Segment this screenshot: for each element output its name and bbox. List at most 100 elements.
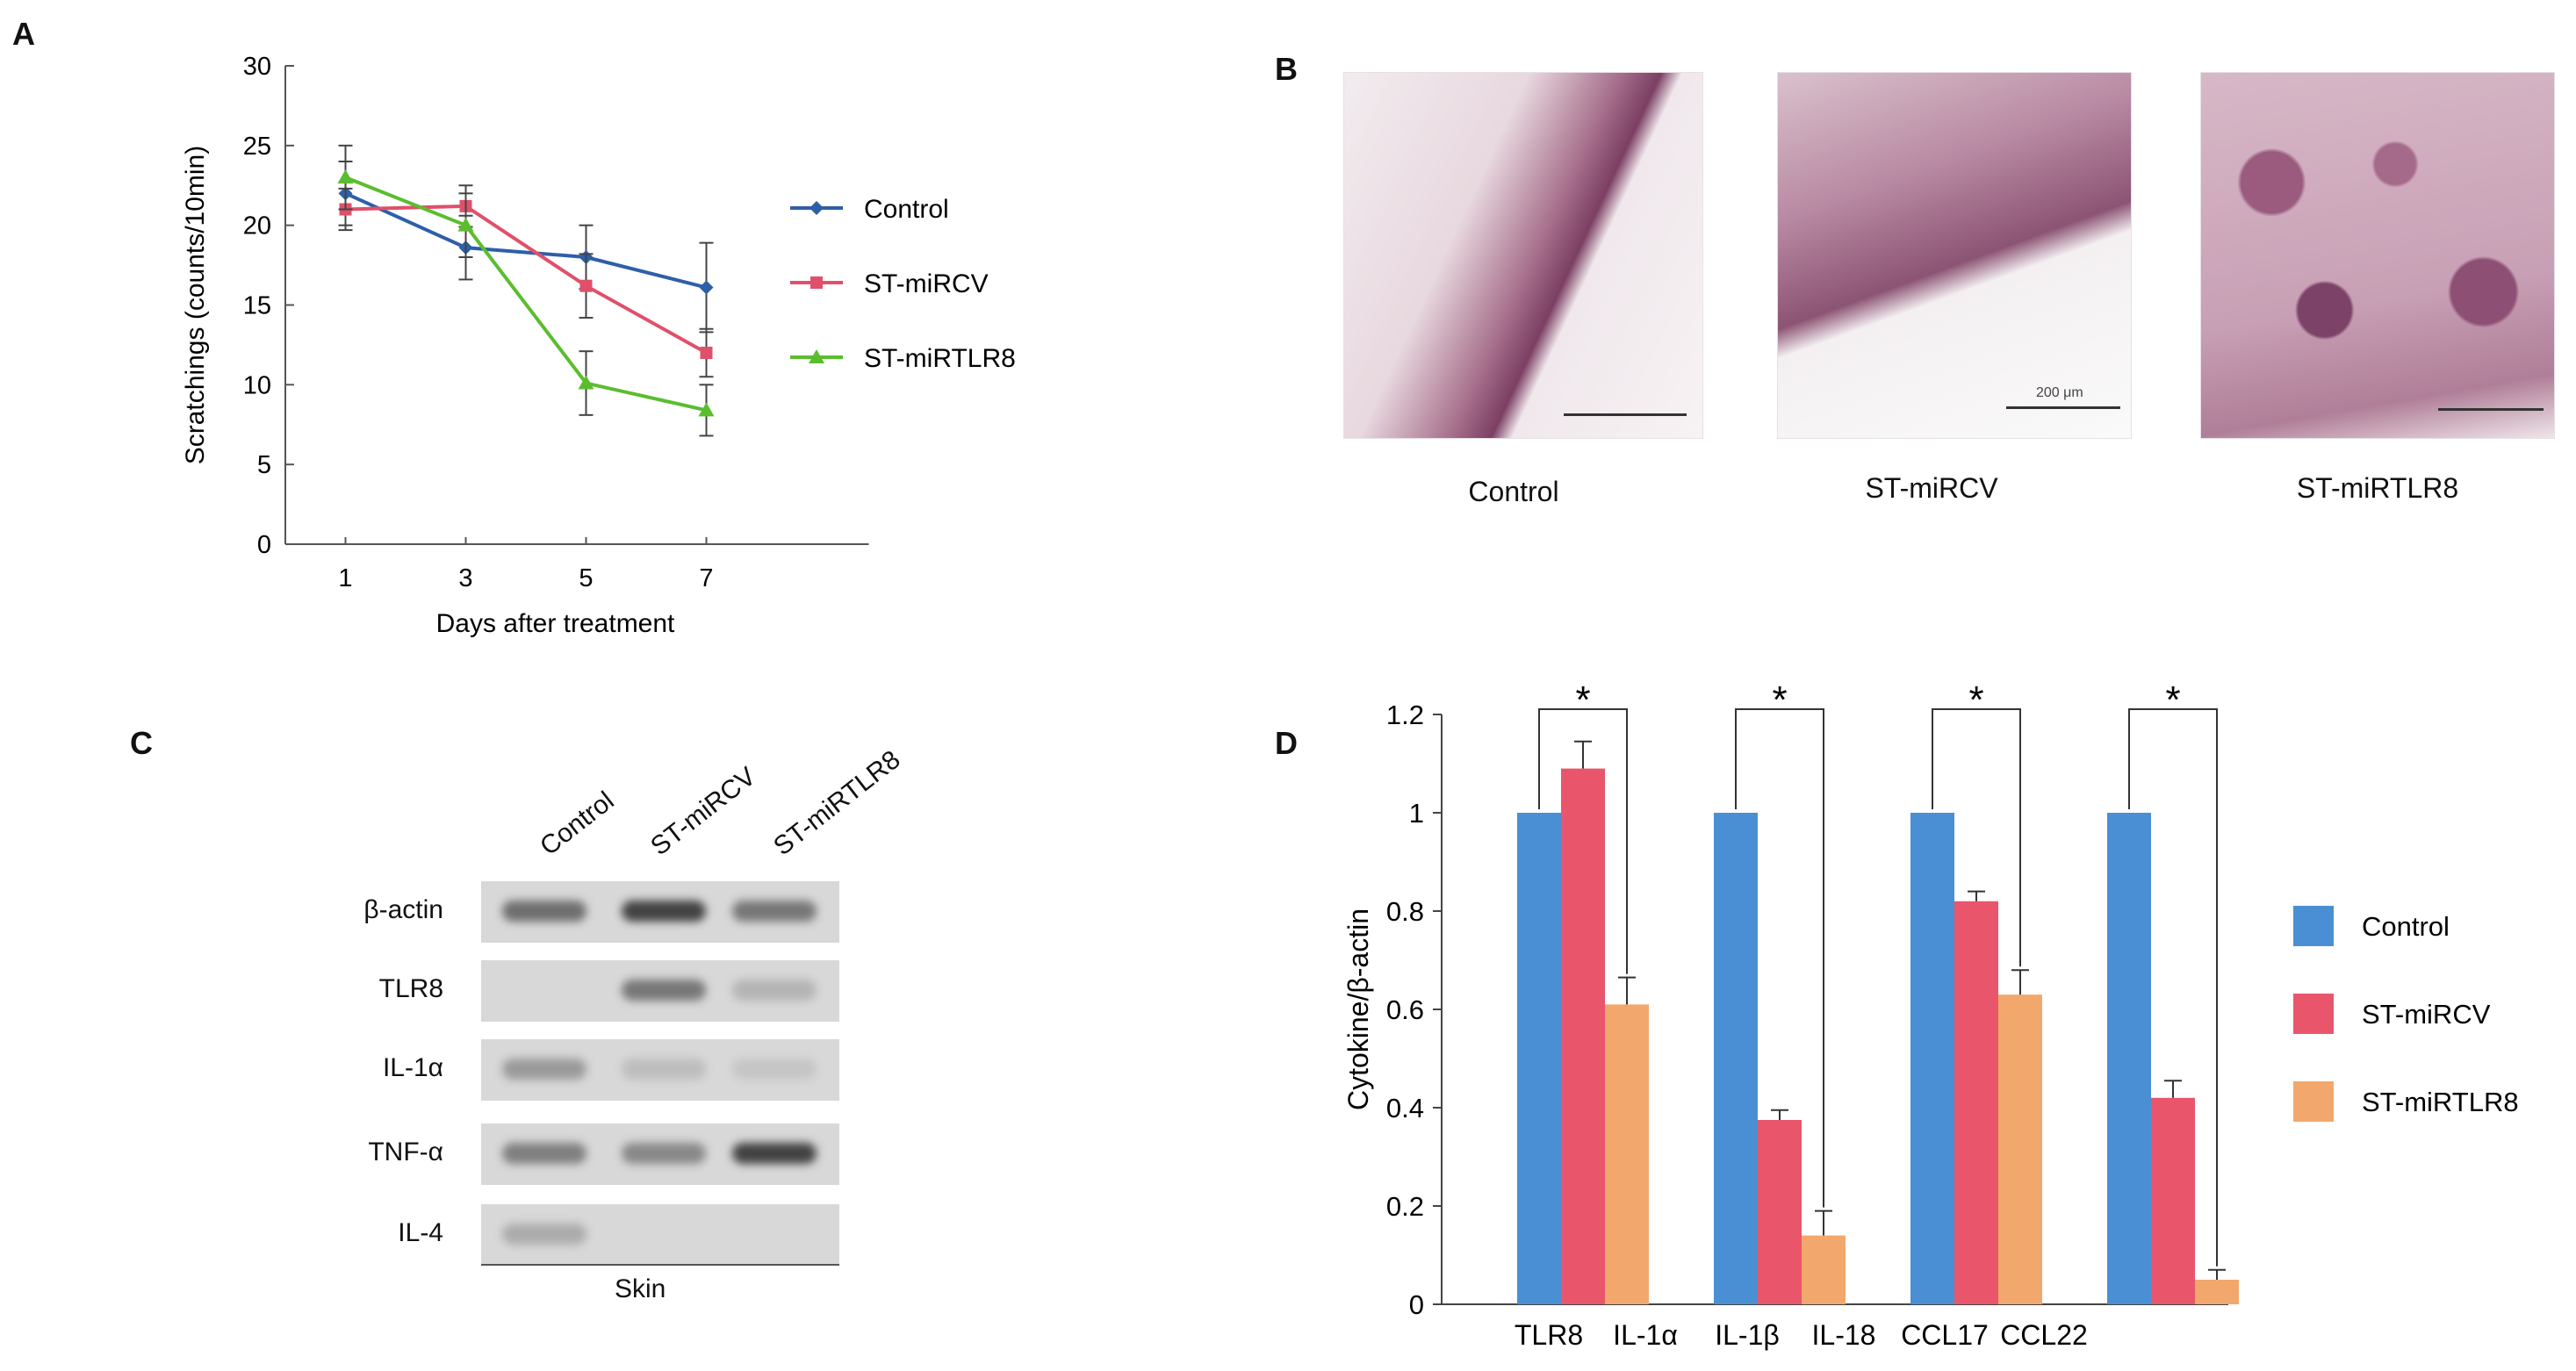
data-point xyxy=(457,217,474,232)
cytokine-bar-chart: 0 0.2 0.4 0.6 0.8 1 1.2 Cytokine/β-actin TLR8 IL-… xyxy=(1342,678,2519,1351)
significance-bracket xyxy=(1932,708,2021,967)
x-category-label: IL-18 xyxy=(1812,1319,1876,1351)
histology-image-st-mirtlr8 xyxy=(2200,72,2555,439)
legend-swatch xyxy=(2293,1081,2334,1122)
y-tick-label: 20 xyxy=(243,212,271,240)
significance-star: * xyxy=(1968,678,1983,721)
y-tick-label: 5 xyxy=(257,451,271,479)
histology-caption-st-mirtlr8: ST-miRTLR8 xyxy=(2296,472,2459,504)
bar-control xyxy=(1714,813,1758,1304)
bar-st-mircv xyxy=(1561,768,1605,1304)
blot-lane-label-st-mircv: ST-miRCV xyxy=(645,761,762,862)
blot-band xyxy=(622,1143,706,1164)
histology-image-control xyxy=(1343,72,1703,439)
y-tick-label: 15 xyxy=(243,292,271,320)
x-tick-label: 1 xyxy=(338,564,352,592)
y-tick-label: 30 xyxy=(243,53,271,81)
series-line xyxy=(345,204,708,355)
histology-image-st-mircv: 200 μm xyxy=(1777,72,2132,439)
x-category-label: CCL22 xyxy=(2000,1319,2088,1351)
significance-bracket xyxy=(2128,708,2218,1267)
blot-row-label: β-actin xyxy=(363,895,443,924)
blot-band xyxy=(622,1224,706,1245)
y-tick-label: 0 xyxy=(257,531,271,559)
legend-swatch xyxy=(2293,994,2334,1034)
blot-tissue-rule xyxy=(481,1264,839,1266)
series-st-mircv xyxy=(338,184,714,378)
significance-bracket xyxy=(1735,708,1824,1208)
blot-lane-label-control: Control xyxy=(535,786,620,862)
y-tick-label: 0 xyxy=(1409,1289,1424,1320)
legend-label: ST-miRCV xyxy=(2362,999,2491,1030)
legend-label: Control xyxy=(864,195,949,224)
bar-st-mirtlr8 xyxy=(1605,1004,1649,1304)
legend-label: ST-miRTLR8 xyxy=(2362,1087,2519,1117)
blot-row-label: TLR8 xyxy=(378,974,443,1003)
data-point xyxy=(579,279,593,292)
series-line xyxy=(344,176,707,413)
series-line xyxy=(344,191,707,290)
legend-marker xyxy=(809,349,824,363)
y-tick-label: 10 xyxy=(243,371,271,399)
panel-letter-a: A xyxy=(12,16,35,52)
blot-band xyxy=(732,1143,817,1164)
blot-row-label: IL-4 xyxy=(398,1218,443,1247)
blot-band xyxy=(502,1143,586,1164)
blot-lane-label-st-mirtlr8: ST-miRTLR8 xyxy=(768,744,906,862)
legend-label: Control xyxy=(2362,911,2450,942)
blot-band xyxy=(732,1059,817,1080)
legend-marker xyxy=(810,276,823,289)
y-tick-label: 0.2 xyxy=(1386,1191,1424,1222)
legend-swatch xyxy=(2293,906,2334,946)
panel-letter-d: D xyxy=(1275,725,1298,761)
significance-star: * xyxy=(1575,678,1590,721)
x-category-label: TLR8 xyxy=(1515,1319,1583,1351)
blot-row-label: TNF-α xyxy=(368,1138,443,1166)
bar-st-mirtlr8 xyxy=(2195,1280,2239,1304)
bar-st-mirtlr8 xyxy=(1998,994,2042,1304)
significance-star: * xyxy=(1772,678,1787,721)
blot-row xyxy=(481,1123,839,1185)
y-tick-label: 25 xyxy=(243,133,271,161)
significance-bracket xyxy=(1538,708,1628,974)
bar-st-mircv xyxy=(1954,901,1998,1304)
data-point xyxy=(337,169,354,184)
y-tick-label: 1.2 xyxy=(1386,700,1424,730)
bar-st-mircv xyxy=(2151,1097,2195,1304)
legend-marker xyxy=(809,201,824,215)
bar-control xyxy=(1517,813,1561,1304)
blot-row xyxy=(481,881,839,943)
scratching-line-chart: 0 5 10 15 20 25 30 1 3 5 7 Days after treatment Scra… xyxy=(181,53,1016,638)
y-axis-title: Scratchings (counts/10min) xyxy=(181,146,210,465)
blot-row xyxy=(481,1204,839,1266)
x-category-label: IL-1β xyxy=(1715,1319,1780,1351)
x-tick-label: 3 xyxy=(458,564,472,592)
x-tick-label: 7 xyxy=(699,564,713,592)
bar-control xyxy=(1910,813,1954,1304)
y-tick-label: 0.8 xyxy=(1386,896,1424,927)
blot-row xyxy=(481,960,839,1022)
blot-band xyxy=(502,901,586,922)
panel-letter-c: C xyxy=(130,725,153,761)
blot-band xyxy=(502,1224,586,1245)
blot-row-label: IL-1α xyxy=(382,1053,443,1082)
histology-caption-st-mircv: ST-miRCV xyxy=(1865,472,1998,504)
bar-group: * xyxy=(2107,678,2239,1304)
x-axis-title: Days after treatment xyxy=(436,609,675,638)
bar-group: * xyxy=(1517,678,1649,1304)
data-point xyxy=(700,347,713,359)
x-category-label: CCL17 xyxy=(1901,1319,1989,1351)
bar-st-mirtlr8 xyxy=(1802,1235,1846,1304)
y-tick-label: 0.6 xyxy=(1386,994,1424,1025)
legend-label: ST-miRCV xyxy=(864,269,989,298)
x-tick-label: 5 xyxy=(579,564,593,592)
blot-band xyxy=(732,980,817,1001)
x-category-label: IL-1α xyxy=(1613,1319,1678,1351)
bar-group: * xyxy=(1910,678,2042,1304)
panel-letter-b: B xyxy=(1275,51,1298,87)
scale-bar-label: 200 μm xyxy=(2036,385,2083,400)
blot-band xyxy=(622,901,706,922)
blot-band xyxy=(622,1059,706,1080)
y-tick-label: 0.4 xyxy=(1386,1093,1424,1123)
bar-st-mircv xyxy=(1758,1120,1802,1304)
